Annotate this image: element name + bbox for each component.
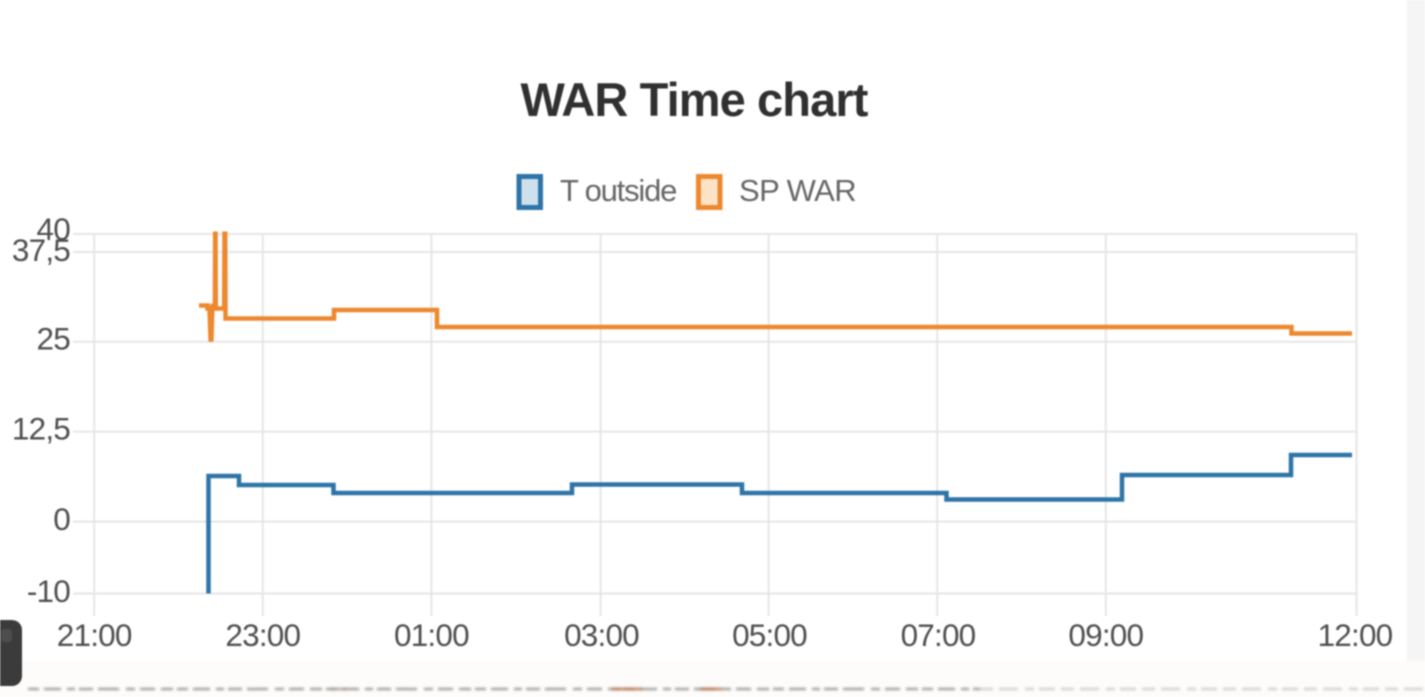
svg-text:37,5: 37,5 <box>12 232 70 268</box>
svg-text:07:00: 07:00 <box>901 617 976 653</box>
svg-text:23:00: 23:00 <box>225 617 300 653</box>
svg-text:WAR Time chart: WAR Time chart <box>521 73 869 126</box>
svg-text:0: 0 <box>53 501 70 537</box>
svg-text:25: 25 <box>37 321 71 357</box>
svg-text:-10: -10 <box>27 573 70 609</box>
svg-text:12,5: 12,5 <box>12 411 70 447</box>
svg-text:01:00: 01:00 <box>394 617 469 653</box>
svg-text:40: 40 <box>37 211 71 247</box>
svg-text:03:00: 03:00 <box>564 617 639 653</box>
svg-text:12:00: 12:00 <box>1318 617 1393 653</box>
svg-text:05:00: 05:00 <box>732 617 807 653</box>
svg-text:21:00: 21:00 <box>57 617 132 653</box>
svg-text:T outside: T outside <box>560 173 676 208</box>
svg-text:09:00: 09:00 <box>1068 617 1143 653</box>
svg-text:SP WAR: SP WAR <box>739 173 856 208</box>
